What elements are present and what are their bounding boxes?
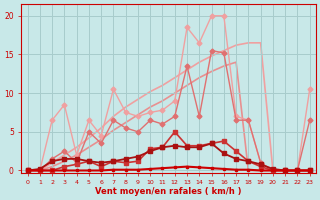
X-axis label: Vent moyen/en rafales ( km/h ): Vent moyen/en rafales ( km/h ) bbox=[95, 187, 242, 196]
